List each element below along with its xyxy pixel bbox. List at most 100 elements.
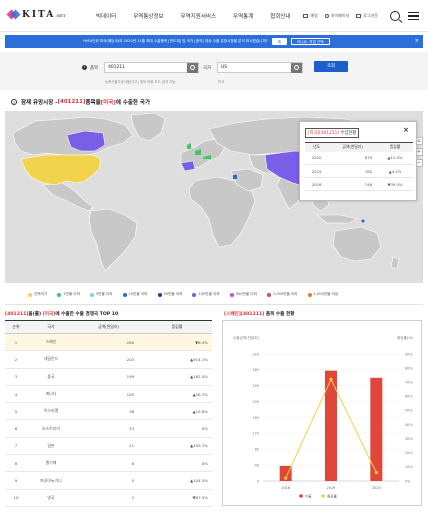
country-search-icon[interactable] [291,63,303,73]
item-hint: 농축산물가공식품(기고) 정보 하위 코드 검색 가능 [105,80,176,84]
legend-bar-label: 수출 [305,493,312,498]
notice-no-button[interactable]: 아니요, 직접 선택 [290,38,330,45]
table-row[interactable]: 5 이스라엘 38 ▲15.8% [5,402,212,421]
y-axis-right-label: 증감률(%) [397,335,414,340]
rate-cell: ▲459.7% [142,437,212,456]
logo-text: KITA.NET [22,9,66,20]
help-icon[interactable]: ? [11,99,17,105]
item-field: i 품목 401211 [82,61,200,74]
rate-cell: ▲182.4% [142,368,212,386]
table-row[interactable]: 10 영국 2 ▼87.5% [5,489,212,507]
country-cell: 영국 [27,489,75,507]
table-row[interactable]: 8 벨기에 8 0% [5,454,212,473]
table-row[interactable]: 4 캐나다 105 ▲28.7% [5,385,212,404]
legend-item: 10만불 이하 [122,292,148,297]
rate-cell: ▼87.5% [142,489,212,507]
country-israel [233,175,237,179]
table-row[interactable]: 6 오스트리아 33 0% [5,419,212,438]
logout-link[interactable]: 로그아웃 [356,13,378,19]
col-rank: 순위 [5,320,27,334]
export-chart: 수출금액(천달러) 증감률(%) 320 280 240 200 160 120 80 40 0 90… [233,335,414,498]
import-popup: [미국][401211] 수입현황 × 년도 금액(천달러) 증감률 2020 8… [299,121,417,201]
amount-cell: 5 [75,471,143,490]
legend-item: 1,000만불 이하 [266,292,298,297]
util-menu: 메일 마이페이지 로그아웃 [296,10,419,22]
nav-trade-stats[interactable]: 무역통계 [233,14,254,20]
rank-cell: 9 [5,471,27,490]
y-tick-left: 160 [253,416,259,420]
col-rate: 증감률 [142,320,212,334]
amount-cell: 8 [75,454,143,473]
mypage-link[interactable]: 마이페이지 [324,13,349,19]
popup-col-rate: 증감률 [377,142,413,152]
amount-cell: 33 [75,419,143,438]
menu-icon[interactable] [408,10,419,22]
y-tick-right: 50% [405,409,413,413]
rank-cell: 5 [5,402,27,421]
legend-item: 50만불 이하 [157,292,182,297]
item-input[interactable]: 401211 [104,62,200,73]
nav-association[interactable]: 협회안내 [270,14,291,20]
amount-cell: 203 [75,350,143,369]
competitor-table-title: [401211]을(를) [미국]에 수출한 수출 경쟁국 TOP 10 [5,312,119,317]
table-row[interactable]: 3 중국 199 ▲182.4% [5,368,212,386]
notice-close-icon[interactable]: × [414,38,419,44]
country-png [361,219,365,223]
legend-swatch [307,292,312,297]
table-row[interactable]: 2 네덜란드 203 ▲914.1% [5,350,212,369]
country-greenland [130,112,166,142]
country-middle-east [230,168,264,192]
popup-row: 2019 782 ▲4.1% [305,164,413,178]
country-cell: 캐나다 [27,385,75,404]
country-netherlands [195,149,201,155]
y-tick-right: 20% [405,451,413,455]
query-button[interactable]: 조회 [314,61,348,72]
legend-item: 5만불 이하 [89,292,113,297]
rate-point-2018 [284,476,288,480]
legend-swatch [266,292,271,297]
popup-col-amount: 금액(천달러) [328,142,378,152]
popup-title: [미국][401211] 수입현황 [305,128,360,138]
table-row[interactable]: 1 스페인 260 ▼6.4% [5,333,212,352]
amount-cell: 105 [75,385,143,404]
rank-cell: 4 [5,385,27,404]
country-cell: 스페인 [27,333,75,352]
y-tick-right: 60% [405,395,413,399]
legend-item: 100만불 이하 [192,292,220,297]
legend-item: 1만불 이하 [57,292,80,297]
nav-trade-info[interactable]: 무역통상정보 [133,14,164,20]
table-row[interactable]: 7 일본 21 ▲459.7% [5,437,212,456]
legend-swatch [28,292,32,297]
country-input[interactable]: US [217,62,304,73]
y-axis-left-label: 수출금액(천달러) [233,335,260,340]
search-icon[interactable] [390,10,400,21]
rate-point-2019 [329,377,333,381]
nav-trade-support[interactable]: 무역지원서비스 [180,14,217,20]
legend-item: 500만불 이하 [229,292,257,297]
mail-link[interactable]: 메일 [303,13,318,19]
popup-close-icon[interactable]: × [403,126,409,134]
y-tick-right: 70% [405,381,413,385]
bar-2018 [279,465,292,481]
y-tick-right: 90% [405,352,413,356]
rate-cell: 0% [142,419,212,438]
legend-line-label: 증감률 [327,493,338,498]
x-tick: 2020 [372,486,381,490]
rank-cell: 6 [5,419,27,438]
table-row[interactable]: 9 파푸아뉴기니 5 ▲104.5% [5,471,212,490]
item-search-icon[interactable] [187,63,199,73]
amount-cell: 199 [75,368,143,386]
notice-yes-button[interactable]: 예 [271,38,287,45]
kita-logo[interactable]: KITA.NET [6,9,66,20]
nav-bigdata[interactable]: 빅데이터 [96,14,117,20]
y-tick-left: 320 [253,352,259,356]
y-tick-right: 0% [405,479,411,483]
legend-item: 1,000만불 이상 [307,292,338,297]
site-header: KITA.NET 빅데이터 무역통상정보 무역지원서비스 무역통계 협회안내 메… [0,0,428,32]
notice-text: *HS4단위 미국(해당국)의 2020년 11월 최대 수출품목 [반도체] … [83,39,268,43]
logout-icon [356,13,362,18]
info-icon[interactable]: i [82,65,87,70]
country-cell: 이스라엘 [27,402,75,421]
col-country: 국가 [27,320,75,334]
x-tick: 2019 [327,486,336,490]
